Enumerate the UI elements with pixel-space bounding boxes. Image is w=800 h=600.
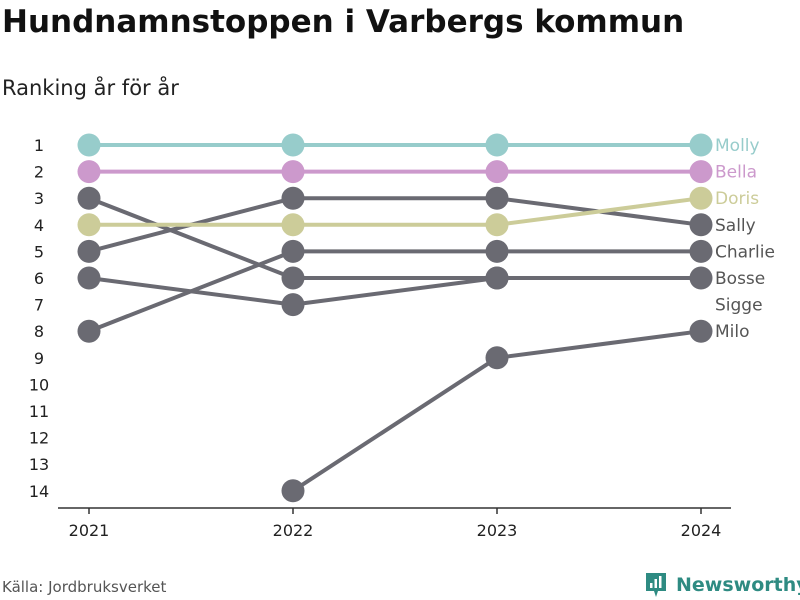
point-bosse-2022 (281, 266, 305, 290)
y-tick-label: 10 (29, 375, 49, 394)
x-tick-label: 2021 (69, 521, 110, 540)
point-bella-2024 (689, 160, 713, 184)
brand-logo[interactable]: Newsworthy (644, 570, 800, 600)
y-tick-label: 2 (34, 163, 44, 182)
y-tick-label: 7 (34, 296, 44, 315)
point-sally-2024 (689, 213, 713, 237)
point-bosse-2021 (77, 186, 101, 210)
series-points (77, 133, 713, 503)
point-molly-2023 (485, 133, 509, 157)
series-label-bella: Bella (715, 163, 757, 183)
y-tick-label: 4 (34, 216, 44, 235)
series-label-molly: Molly (715, 136, 760, 156)
point-bosse-2024 (689, 266, 713, 290)
point-sigge-2023 (485, 266, 509, 290)
point-sally-2023 (485, 186, 509, 210)
point-doris-2021 (77, 213, 101, 237)
series-label-sally: Sally (715, 216, 756, 236)
y-tick-label: 11 (29, 402, 49, 421)
series-line-doris (89, 196, 702, 227)
newsworthy-logo-icon (646, 573, 666, 597)
point-molly-2021 (77, 133, 101, 157)
brand-name: Newsworthy (676, 574, 800, 596)
point-charlie-2024 (689, 239, 713, 263)
point-charlie-2023 (485, 239, 509, 263)
y-tick-label: 6 (34, 269, 44, 288)
series-label-milo: Milo (715, 322, 750, 342)
point-doris-2024 (689, 186, 713, 210)
point-milo-2022 (281, 479, 305, 503)
point-bella-2022 (281, 160, 305, 184)
point-sigge-2022 (281, 293, 305, 317)
point-sally-2022 (281, 186, 305, 210)
point-charlie-2021 (77, 319, 101, 343)
point-doris-2022 (281, 213, 305, 237)
series-line-bosse (88, 196, 701, 280)
point-bella-2021 (77, 160, 101, 184)
y-tick-label: 8 (34, 322, 44, 341)
series-label-charlie: Charlie (715, 242, 775, 262)
series-lines (88, 143, 702, 493)
point-doris-2023 (485, 213, 509, 237)
point-milo-2023 (485, 346, 509, 370)
y-tick-label: 12 (29, 429, 49, 448)
y-tick-label: 5 (34, 242, 44, 261)
point-molly-2022 (281, 133, 305, 157)
point-sally-2021 (77, 239, 101, 263)
source-note: Källa: Jordbruksverket (2, 578, 167, 596)
point-sigge-2021 (77, 266, 101, 290)
point-bella-2023 (485, 160, 509, 184)
y-tick-label: 13 (29, 455, 49, 474)
y-tick-label: 9 (34, 349, 44, 368)
y-tick-label: 14 (29, 482, 49, 501)
x-tick-label: 2024 (681, 521, 722, 540)
chart-subtitle: Ranking år för år (2, 76, 179, 100)
x-tick-label: 2023 (477, 521, 518, 540)
point-molly-2024 (689, 133, 713, 157)
x-axis: 2021 2022 2023 2024 (58, 507, 731, 540)
series-labels: Molly Bella Doris Sally Charlie Bosse Sigge Mil… (715, 136, 775, 342)
point-charlie-2022 (281, 239, 305, 263)
y-tick-label: 3 (34, 189, 44, 208)
series-label-bosse: Bosse (715, 269, 765, 289)
x-tick-label: 2022 (273, 521, 314, 540)
series-label-doris: Doris (715, 189, 759, 209)
y-tick-label: 1 (34, 136, 44, 155)
chart-title: Hundnamnstoppen i Varbergs kommun (2, 4, 685, 40)
point-milo-2024 (689, 319, 713, 343)
series-label-sigge: Sigge (715, 296, 763, 316)
